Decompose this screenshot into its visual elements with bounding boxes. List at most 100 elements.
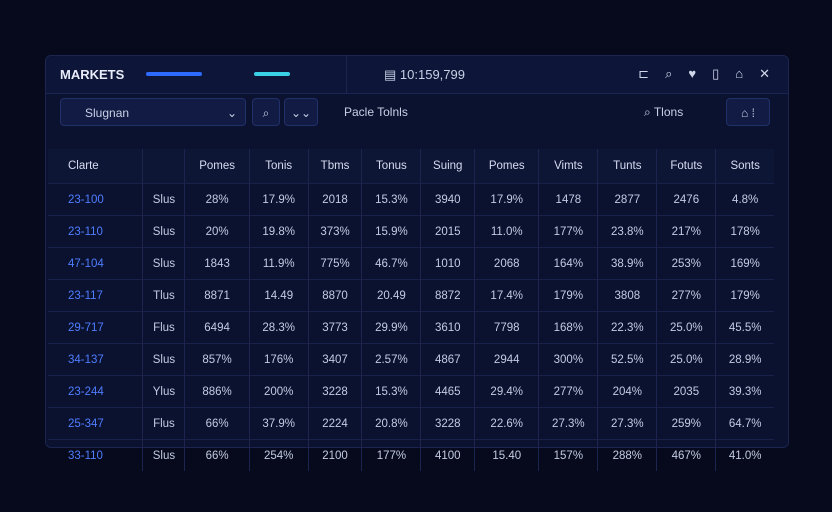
cell: 3610 xyxy=(420,311,475,344)
row: 23-110 Slus 20% 19.8% 373% 15.9% 2015 11.0% 177%… xyxy=(48,215,774,248)
cell: 4465 xyxy=(420,375,475,408)
cell: 17.9% xyxy=(248,183,309,216)
cell: 176% xyxy=(248,343,309,376)
cell: 23-244 xyxy=(48,375,143,408)
cell: 2877 xyxy=(597,183,657,216)
cell: 2100 xyxy=(307,439,362,471)
cell: 373% xyxy=(307,215,362,248)
row: 34-137 Slus 857% 176% 3407 2.57% 4867 2944 300% 5… xyxy=(48,343,774,376)
cell: 3773 xyxy=(307,311,362,344)
cell: 3228 xyxy=(307,375,362,408)
cell: 25.0% xyxy=(656,311,716,344)
progress xyxy=(254,72,290,76)
cell: 8872 xyxy=(420,279,475,312)
cell: 300% xyxy=(538,343,598,376)
cell: 20% xyxy=(184,215,250,248)
cell: 28% xyxy=(184,183,250,216)
cell: 2476 xyxy=(656,183,716,216)
progress xyxy=(146,72,202,76)
table: Clarte Pomes Tonis Tbms Tonus Suing Pomes Vimts… xyxy=(48,149,774,471)
column-header: Tonis xyxy=(248,149,309,184)
right-label[interactable]: ⌕ Tlons xyxy=(644,105,684,119)
column-header: Pomes xyxy=(184,149,250,184)
cell: 169% xyxy=(715,247,774,280)
cell: 2015 xyxy=(420,215,475,248)
select-text: Slugnan xyxy=(85,106,130,120)
cell: 2018 xyxy=(307,183,362,216)
cell: 1478 xyxy=(538,183,598,216)
column-header: Clarte xyxy=(48,149,143,184)
row: 23-100 Slus 28% 17.9% 2018 15.3% 3940 17.9% 1478… xyxy=(48,183,774,216)
cell: 28.3% xyxy=(248,311,309,344)
cell: 23-100 xyxy=(48,183,143,216)
cell: 20.49 xyxy=(361,279,421,312)
cell: 4867 xyxy=(420,343,475,376)
cell: 2068 xyxy=(474,247,539,280)
cell: 47-104 xyxy=(48,247,143,280)
cell: 4100 xyxy=(420,439,475,471)
cell: 46.7% xyxy=(361,247,421,280)
cell: 22.6% xyxy=(474,407,539,440)
time-text: 10:159,799 xyxy=(399,67,465,82)
cell: 27.3% xyxy=(538,407,598,440)
cell: 178% xyxy=(715,215,774,248)
cell: 8871 xyxy=(184,279,250,312)
cell: 41.0% xyxy=(715,439,774,471)
column-header: Tunts xyxy=(597,149,657,184)
cell: 253% xyxy=(656,247,716,280)
cell: Flus xyxy=(142,407,185,440)
search-button[interactable]: ⌕ xyxy=(252,98,280,126)
icons[interactable]: ⊏ ⌕ ♥ ▯ ⌂ ✕ xyxy=(638,66,770,81)
cell: 23.8% xyxy=(597,215,657,248)
column-header: Tonus xyxy=(361,149,421,184)
column-header: Tbms xyxy=(307,149,362,184)
cell: 2944 xyxy=(474,343,539,376)
cell: 179% xyxy=(538,279,598,312)
title: MARKETS xyxy=(60,67,125,82)
cell: 6494 xyxy=(184,311,250,344)
cell: Slus xyxy=(142,215,185,248)
cell: 177% xyxy=(538,215,598,248)
cell: 2035 xyxy=(656,375,716,408)
cell: 52.5% xyxy=(597,343,657,376)
cell: 38.9% xyxy=(597,247,657,280)
column-header xyxy=(142,149,185,184)
cell: 29.9% xyxy=(361,311,421,344)
select[interactable]: Slugnan ⌄ xyxy=(60,98,246,126)
cell: 204% xyxy=(597,375,657,408)
cell: 29-717 xyxy=(48,311,143,344)
cell: 164% xyxy=(538,247,598,280)
cell: 25.0% xyxy=(656,343,716,376)
cell: Slus xyxy=(142,343,185,376)
cell: Slus xyxy=(142,247,185,280)
cell: 8870 xyxy=(307,279,362,312)
cell: 15.9% xyxy=(361,215,421,248)
cell: Slus xyxy=(142,183,185,216)
cell: 25-347 xyxy=(48,407,143,440)
label: Pacle Tolnls xyxy=(344,105,408,119)
cell: 1010 xyxy=(420,247,475,280)
cell: 3407 xyxy=(307,343,362,376)
cell: 179% xyxy=(715,279,774,312)
cell: 11.9% xyxy=(248,247,309,280)
dropdown[interactable]: ⌄⌄ xyxy=(284,98,318,126)
column-header: Sonts xyxy=(715,149,774,184)
cell: 22.3% xyxy=(597,311,657,344)
actions[interactable]: ⌂ ⁞ xyxy=(726,98,770,126)
cell: 37.9% xyxy=(248,407,309,440)
cell: 66% xyxy=(184,439,250,471)
cell: 1843 xyxy=(184,247,250,280)
separator xyxy=(346,56,347,93)
row: 23-244 Ylus 886% 200% 3228 15.3% 4465 29.4% 277%… xyxy=(48,375,774,408)
cell: 217% xyxy=(656,215,716,248)
cell: 7798 xyxy=(474,311,539,344)
cell: 20.8% xyxy=(361,407,421,440)
cell: 277% xyxy=(656,279,716,312)
cell: 64.7% xyxy=(715,407,774,440)
cell: 3228 xyxy=(420,407,475,440)
cell: 857% xyxy=(184,343,250,376)
cell: 19.8% xyxy=(248,215,309,248)
column-header: Fotuts xyxy=(656,149,716,184)
cell: 45.5% xyxy=(715,311,774,344)
